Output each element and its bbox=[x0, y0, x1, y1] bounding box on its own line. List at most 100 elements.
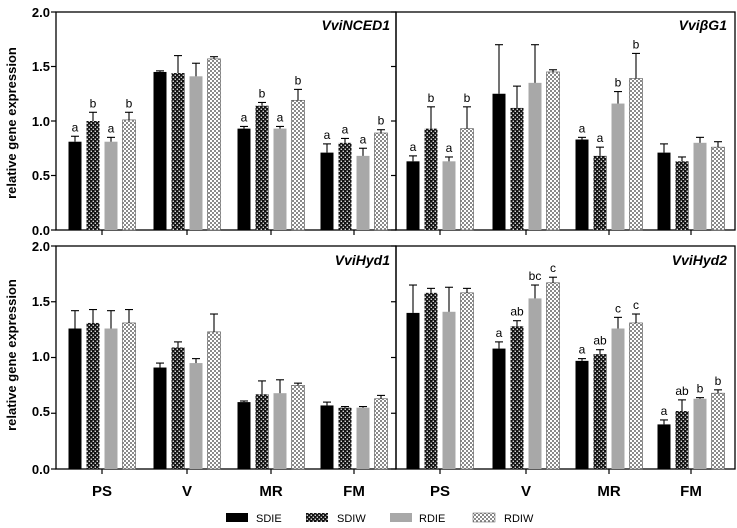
legend-label-sdie: SDIE bbox=[256, 513, 282, 525]
significance-label: a bbox=[597, 131, 604, 145]
bar-sdiw bbox=[593, 354, 607, 469]
bar-rdiw bbox=[711, 392, 725, 470]
bar-rdiw bbox=[291, 99, 305, 231]
bar-sdie bbox=[153, 71, 167, 230]
y-tick-label: 1.0 bbox=[32, 114, 50, 129]
bar-rdiw bbox=[546, 71, 560, 231]
significance-label: a bbox=[360, 132, 367, 146]
significance-label: ab bbox=[510, 305, 524, 319]
legend-swatch-sdiw bbox=[306, 513, 328, 522]
significance-label: b bbox=[615, 76, 622, 90]
panel-title-nced1: VviNCED1 bbox=[322, 17, 391, 33]
bar-rdie bbox=[442, 161, 456, 230]
legend-label-sdiw: SDIW bbox=[337, 513, 366, 525]
panel-title-hyd2: VviHyd2 bbox=[672, 252, 727, 268]
bar-rdiw bbox=[207, 58, 221, 231]
bar-rdiw bbox=[122, 322, 136, 470]
significance-label: a bbox=[324, 128, 331, 142]
significance-label: a bbox=[496, 326, 503, 340]
significance-label: a bbox=[446, 141, 453, 155]
significance-label: b bbox=[126, 96, 133, 110]
legend: SDIE SDIW RDIE RDIW bbox=[226, 512, 534, 525]
bar-rdiw bbox=[629, 322, 643, 470]
bar-rdiw bbox=[460, 292, 474, 470]
legend-swatch-rdiw bbox=[472, 512, 496, 523]
bar-sdiw bbox=[255, 105, 269, 230]
significance-label: c bbox=[550, 261, 556, 275]
y-tick-label: 0.0 bbox=[32, 223, 50, 238]
bar-sdie bbox=[320, 152, 334, 230]
bar-sdiw bbox=[255, 394, 269, 469]
bar-sdie bbox=[492, 348, 506, 469]
bar-sdie bbox=[657, 424, 671, 469]
bar-rdiw bbox=[291, 385, 305, 470]
bar-sdie bbox=[68, 328, 82, 469]
y-tick-label: 0.5 bbox=[32, 168, 50, 183]
significance-label: b bbox=[295, 73, 302, 87]
bar-rdiw bbox=[546, 282, 560, 470]
significance-label: a bbox=[241, 110, 248, 124]
bar-sdiw bbox=[86, 322, 100, 469]
significance-label: c bbox=[633, 298, 639, 312]
bar-rdie bbox=[273, 393, 287, 469]
significance-label: ab bbox=[675, 384, 689, 398]
bar-rdie bbox=[528, 82, 542, 230]
x-category-label: FM bbox=[680, 483, 702, 500]
legend-swatch-sdie bbox=[226, 513, 248, 522]
significance-label: b bbox=[90, 96, 97, 110]
bar-sdiw bbox=[675, 411, 689, 469]
significance-label: c bbox=[615, 301, 621, 315]
bar-rdie bbox=[104, 328, 118, 469]
y-tick-label: 2.0 bbox=[32, 239, 50, 254]
bar-sdie bbox=[237, 402, 251, 469]
x-category-label: PS bbox=[92, 483, 112, 500]
x-category-label: PS bbox=[430, 483, 450, 500]
bar-rdiw bbox=[122, 119, 136, 231]
y-tick-label: 2.0 bbox=[32, 5, 50, 20]
legend-swatch-rdie bbox=[390, 513, 412, 522]
bar-rdiw bbox=[460, 128, 474, 231]
bar-rdie bbox=[273, 128, 287, 230]
bar-rdie bbox=[189, 363, 203, 469]
significance-label: b bbox=[378, 114, 385, 128]
bar-rdie bbox=[528, 298, 542, 469]
bar-sdie bbox=[492, 93, 506, 230]
bar-rdie bbox=[356, 155, 370, 230]
bar-sdie bbox=[406, 161, 420, 230]
y-tick-label: 0.0 bbox=[32, 462, 50, 477]
significance-label: a bbox=[579, 343, 586, 357]
bar-sdiw bbox=[510, 107, 524, 230]
bar-rdiw bbox=[374, 132, 388, 231]
significance-label: a bbox=[342, 122, 349, 136]
bar-rdie bbox=[442, 311, 456, 469]
significance-label: b bbox=[633, 37, 640, 51]
bar-sdie bbox=[237, 128, 251, 230]
legend-label-rdiw: RDIW bbox=[504, 513, 534, 525]
bar-sdie bbox=[575, 360, 589, 469]
significance-label: a bbox=[579, 121, 586, 135]
significance-label: b bbox=[428, 91, 435, 105]
y-axis-label-top: relative gene expression bbox=[4, 47, 19, 199]
y-tick-label: 1.5 bbox=[32, 59, 50, 74]
bar-rdie bbox=[189, 76, 203, 230]
y-axis-label-bottom: relative gene expression bbox=[4, 279, 19, 431]
bar-rdiw bbox=[629, 78, 643, 231]
bar-rdiw bbox=[374, 398, 388, 470]
legend-label-rdie: RDIE bbox=[419, 513, 445, 525]
bar-rdie bbox=[693, 398, 707, 469]
x-category-label: V bbox=[182, 483, 192, 500]
significance-label: a bbox=[72, 120, 79, 134]
bar-sdiw bbox=[171, 347, 185, 469]
significance-label: b bbox=[259, 86, 266, 100]
bar-rdiw bbox=[711, 146, 725, 231]
bar-sdie bbox=[153, 367, 167, 469]
significance-label: b bbox=[464, 91, 471, 105]
y-tick-label: 1.0 bbox=[32, 349, 50, 364]
significance-label: a bbox=[410, 140, 417, 154]
y-tick-label: 0.5 bbox=[32, 404, 50, 419]
bar-sdiw bbox=[424, 128, 438, 230]
significance-label: a bbox=[108, 121, 115, 135]
x-category-label: V bbox=[521, 483, 531, 500]
